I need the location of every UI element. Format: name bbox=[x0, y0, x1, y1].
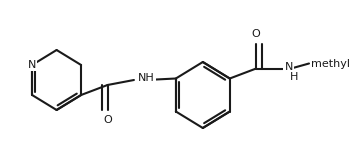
Text: O: O bbox=[252, 28, 261, 38]
Text: NH: NH bbox=[138, 73, 154, 83]
Text: N: N bbox=[285, 61, 293, 71]
Text: O: O bbox=[103, 115, 112, 125]
Text: methyl: methyl bbox=[311, 59, 350, 69]
Text: N: N bbox=[28, 60, 36, 70]
Text: H: H bbox=[290, 71, 298, 81]
